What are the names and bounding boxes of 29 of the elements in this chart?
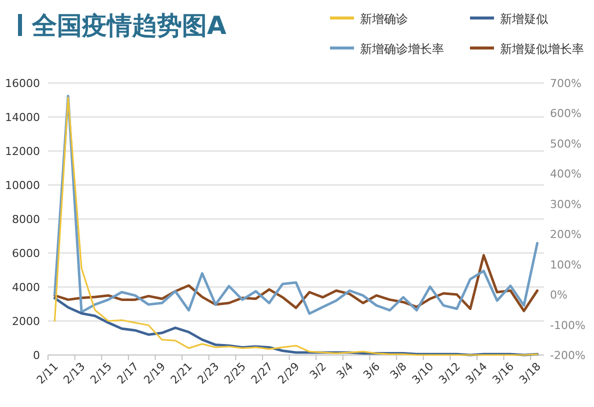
x-tick-label: 3/4 — [334, 360, 356, 382]
chart-title: 全国疫情趋势图A — [31, 11, 227, 40]
y-tick-label: 4000 — [12, 281, 40, 294]
y2-tick-label: 700% — [550, 77, 582, 90]
y2-tick-label: 0% — [550, 288, 568, 302]
y-tick-label: 6000 — [12, 247, 40, 260]
legend-label: 新增疑似 — [500, 12, 548, 26]
y2-tick-label: 300% — [550, 198, 582, 211]
line-series — [54, 96, 538, 356]
y2-tick-label: 600% — [550, 107, 582, 120]
y-tick-label: 16000 — [5, 77, 40, 90]
x-tick-label: 3/2 — [307, 360, 329, 382]
x-tick-label: 3/6 — [360, 360, 383, 382]
legend-label: 新增确诊 — [360, 12, 408, 26]
y2-tick-label: 500% — [550, 137, 582, 150]
y2-tick-label: -200% — [550, 349, 586, 362]
x-tick-label: 3/8 — [388, 360, 410, 382]
y2-tick-label: -100% — [550, 318, 586, 332]
y-tick-label: 8000 — [12, 213, 40, 226]
y-tick-label: 10000 — [5, 179, 40, 192]
y-tick-label: 2000 — [12, 315, 40, 328]
y-tick-label: 14000 — [5, 111, 40, 124]
y-tick-label: 12000 — [5, 145, 40, 158]
y-tick-label: 0 — [33, 349, 40, 362]
y2-tick-label: 400% — [550, 168, 582, 181]
legend-label: 新增确诊增长率 — [360, 42, 444, 56]
legend-label: 新增疑似增长率 — [500, 42, 584, 56]
y2-tick-label: 100% — [550, 258, 582, 272]
y2-tick-label: 200% — [550, 228, 582, 242]
